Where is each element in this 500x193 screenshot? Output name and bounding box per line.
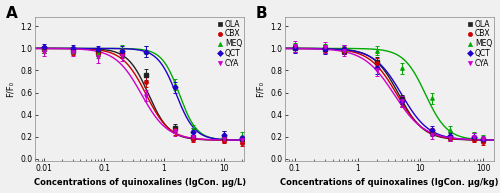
Y-axis label: F/F₀: F/F₀ <box>6 81 15 97</box>
Y-axis label: F/F₀: F/F₀ <box>256 81 264 97</box>
Legend: OLA, CBX, MEQ, QCT, CYA: OLA, CBX, MEQ, QCT, CYA <box>466 18 493 69</box>
Text: A: A <box>6 6 18 21</box>
Text: B: B <box>256 6 268 21</box>
X-axis label: Concentrations of quinoxalines (lgCon. μg/kg): Concentrations of quinoxalines (lgCon. μ… <box>280 179 499 187</box>
Legend: OLA, CBX, MEQ, QCT, CYA: OLA, CBX, MEQ, QCT, CYA <box>216 18 244 69</box>
X-axis label: Concentrations of quinoxalines (lgCon. μg/L): Concentrations of quinoxalines (lgCon. μ… <box>34 179 246 187</box>
